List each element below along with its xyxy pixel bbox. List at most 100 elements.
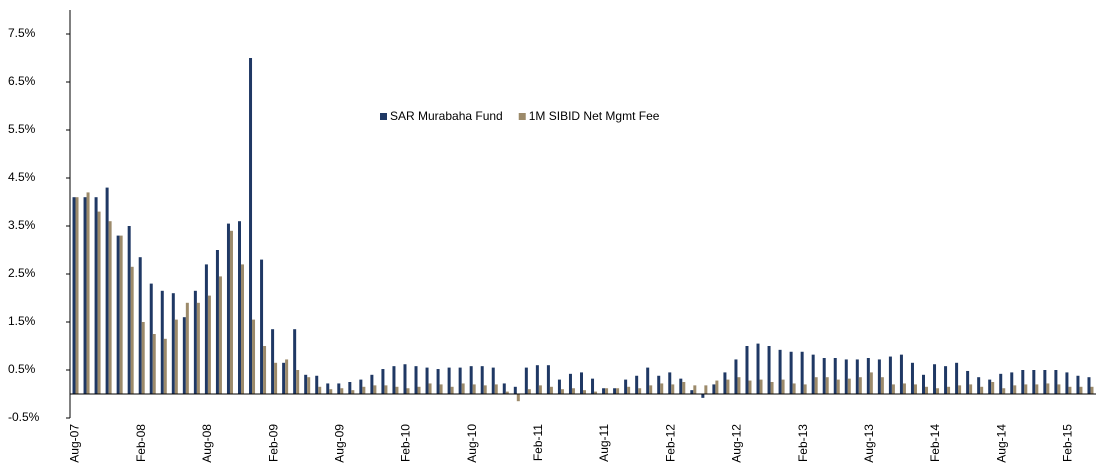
bar [734, 359, 738, 394]
bar [891, 384, 895, 394]
bar [1032, 370, 1036, 394]
bar [745, 346, 749, 394]
bar [326, 383, 330, 394]
legend-label: 1M SIBID Net Mgmt Fee [529, 109, 660, 123]
bar [679, 378, 683, 394]
bar [141, 322, 145, 394]
bar [649, 385, 653, 394]
y-tick-label: 1.5% [8, 314, 36, 328]
bar [274, 362, 278, 394]
bar [348, 382, 352, 394]
bar [215, 250, 219, 394]
bar [381, 369, 385, 394]
bar [83, 197, 87, 394]
bar [583, 390, 586, 394]
bar [1076, 375, 1080, 394]
bar [947, 386, 951, 394]
bar [127, 226, 131, 394]
bar [502, 383, 506, 394]
bar [1079, 386, 1083, 394]
bar [260, 259, 264, 394]
y-tick-label: -0.5% [8, 410, 40, 424]
x-tick-label: Feb-15 [1061, 424, 1075, 462]
bar [1057, 384, 1061, 394]
bar [296, 370, 300, 394]
bar [571, 388, 575, 394]
bar [370, 374, 374, 394]
bar [403, 364, 407, 394]
bar [458, 367, 462, 394]
bar [899, 354, 903, 394]
bar [436, 369, 440, 394]
x-tick-label: Aug-14 [994, 424, 1008, 463]
bar [822, 358, 826, 394]
bar [1068, 386, 1072, 394]
bar [546, 365, 550, 394]
bar [880, 377, 884, 394]
bar [690, 390, 694, 394]
bar [1087, 377, 1091, 394]
bar [866, 358, 870, 394]
bar [910, 362, 914, 394]
bar [557, 379, 561, 394]
bar [1065, 372, 1069, 394]
bar [304, 374, 308, 394]
bar [351, 390, 355, 394]
bar [814, 377, 818, 394]
bar [770, 382, 774, 394]
x-tick-label: Aug-11 [597, 424, 611, 462]
bar [594, 391, 598, 394]
bar [538, 385, 542, 394]
bar [185, 302, 189, 394]
y-tick-label: 3.5% [8, 218, 36, 232]
bar [1046, 383, 1050, 394]
y-tick-label: 7.5% [8, 26, 36, 40]
bar [362, 386, 366, 394]
bar [671, 384, 675, 394]
bar [524, 367, 528, 394]
bar [94, 197, 98, 394]
bar [271, 329, 275, 394]
bar [723, 372, 727, 394]
bar [944, 366, 948, 394]
bar [384, 385, 388, 394]
bar [395, 386, 399, 394]
bar [825, 377, 829, 394]
legend-label: SAR Murabaha Fund [390, 109, 503, 123]
bar [75, 197, 79, 394]
bar [767, 346, 771, 394]
bar [646, 367, 650, 394]
bar [605, 388, 609, 394]
bar [958, 385, 962, 394]
bar [693, 385, 697, 394]
bar [480, 366, 484, 394]
x-tick-label: Feb-14 [928, 424, 942, 462]
bar [359, 379, 363, 394]
bar [130, 266, 134, 394]
bar [759, 379, 763, 394]
bar [855, 359, 859, 394]
bar [624, 379, 628, 394]
bar [969, 384, 973, 394]
bar [285, 359, 289, 394]
bar [580, 372, 583, 394]
bar [469, 366, 473, 394]
bar [560, 389, 564, 394]
bar [116, 235, 120, 394]
bar [657, 375, 661, 394]
bar [226, 223, 230, 394]
bar [461, 383, 465, 394]
bar [337, 383, 341, 394]
x-tick-label: Feb-08 [134, 424, 148, 462]
bar [535, 365, 539, 394]
bar [241, 264, 244, 394]
bar [97, 211, 101, 394]
bar [811, 354, 815, 394]
bar [163, 338, 167, 394]
bar [138, 257, 142, 394]
y-tick-label: 0.5% [8, 362, 36, 376]
bar [307, 377, 311, 394]
bar [991, 382, 995, 394]
bar [936, 388, 940, 394]
bar [712, 384, 716, 394]
